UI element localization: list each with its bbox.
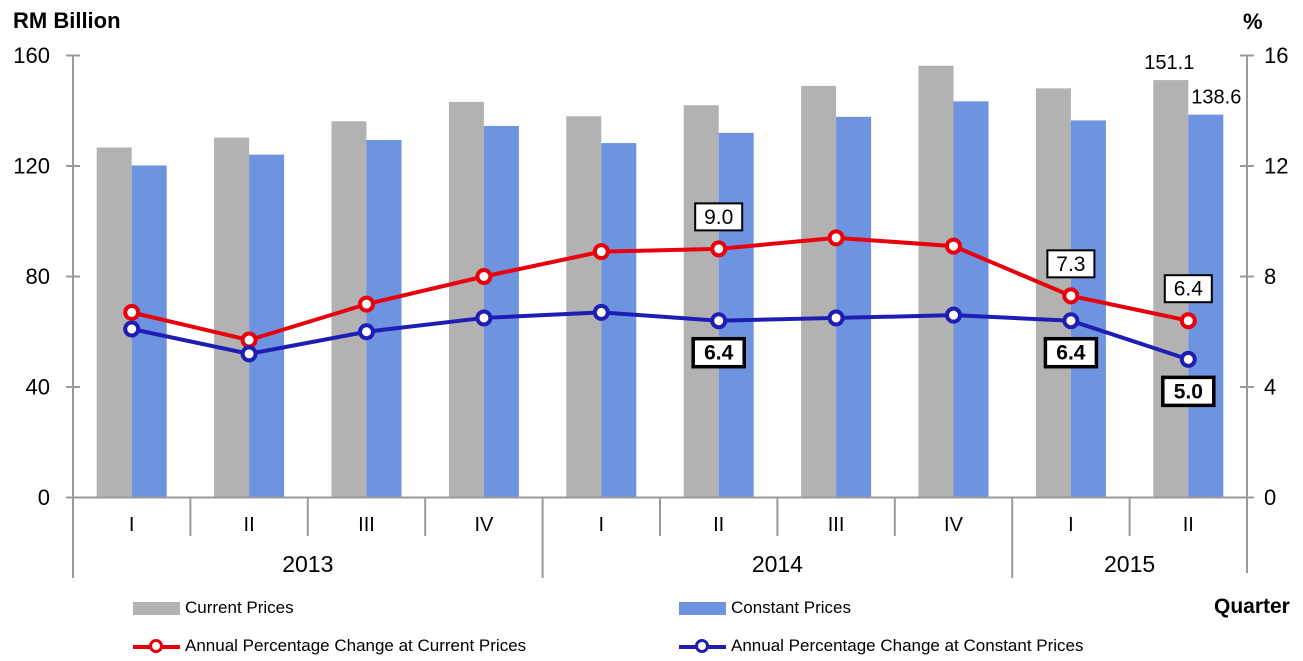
line-marker	[1179, 312, 1197, 330]
line-value-label: 7.3	[1056, 253, 1085, 276]
constant-prices-swatch	[679, 601, 726, 615]
legend-label: Current Prices	[185, 598, 294, 617]
line-marker	[1062, 287, 1080, 305]
line-marker	[710, 312, 728, 330]
line-current-prices	[123, 229, 1197, 349]
line-marker	[945, 306, 962, 324]
line-marker	[358, 323, 375, 341]
line-marker	[123, 303, 141, 321]
line-marker	[475, 309, 493, 327]
line-value-callout: 6.4	[1163, 274, 1213, 304]
left-axis-tick-label: 0	[38, 485, 50, 510]
legend-item-current-prices: Current Prices	[133, 598, 294, 618]
quarter-label: IV	[944, 514, 964, 536]
line-marker	[592, 303, 610, 321]
line-constant-prices	[123, 303, 1197, 368]
bar	[836, 116, 872, 498]
bar	[918, 65, 954, 498]
line-value-callout: 5.0	[1161, 375, 1216, 408]
line-value-label: 6.4	[1174, 278, 1204, 301]
year-label: 2013	[282, 551, 333, 577]
bar	[483, 125, 519, 498]
legend-label: Constant Prices	[731, 598, 851, 617]
right-axis-tick-label: 4	[1264, 375, 1276, 400]
line-value-callout: 6.4	[1043, 336, 1099, 369]
bar	[249, 154, 285, 498]
bar	[683, 105, 719, 498]
line-value-label: 6.4	[704, 342, 734, 365]
line-value-label: 5.0	[1174, 380, 1203, 403]
left-axis-title: RM Billion	[13, 8, 121, 33]
quarter-label: III	[358, 514, 375, 536]
quarter-label: IV	[474, 514, 494, 536]
right-axis-tick-label: 16	[1264, 43, 1288, 68]
line-marker	[945, 237, 962, 255]
legend-item-pct-current-prices: Annual Percentage Change at Current Pric…	[133, 636, 526, 656]
bar-value-label: 138.6	[1191, 87, 1241, 109]
quarter-label: II	[713, 514, 724, 536]
right-axis-tick-label: 0	[1264, 485, 1276, 510]
bar	[214, 137, 250, 498]
line-marker	[1179, 350, 1197, 368]
line-marker	[358, 295, 375, 313]
right-axis-title: %	[1243, 9, 1263, 34]
quarter-label: I	[129, 514, 135, 536]
bar	[601, 143, 637, 498]
line-marker	[592, 243, 610, 261]
left-axis-tick-label: 120	[13, 154, 50, 179]
right-axis-tick-label: 12	[1264, 154, 1288, 179]
line-value-callout: 6.4	[691, 336, 746, 369]
current-prices-swatch	[133, 601, 180, 615]
quarter-label: I	[1068, 514, 1074, 536]
axes	[66, 54, 1254, 578]
bar	[953, 101, 989, 498]
quarter-label: II	[1183, 514, 1194, 536]
bar	[1070, 120, 1106, 498]
right-axis-tick-label: 8	[1264, 264, 1276, 289]
bar-value-label: 151.1	[1144, 52, 1194, 74]
line-marker	[240, 331, 258, 349]
line-value-callout: 9.0	[694, 202, 744, 232]
legend-item-pct-constant-prices: Annual Percentage Change at Constant Pri…	[679, 636, 1084, 656]
quarter-label: II	[244, 514, 255, 536]
line-value-label: 9.0	[704, 206, 733, 229]
line-marker	[710, 240, 728, 258]
line-marker	[240, 345, 258, 363]
pct-constant-line-swatch	[679, 638, 726, 654]
legend-label: Annual Percentage Change at Constant Pri…	[731, 636, 1084, 655]
left-axis-tick-label: 160	[13, 43, 50, 68]
bar	[96, 147, 132, 498]
legend-item-constant-prices: Constant Prices	[679, 598, 851, 618]
bar	[448, 101, 484, 498]
bar	[801, 85, 837, 498]
line-value-label: 6.4	[1056, 342, 1086, 365]
line-marker	[1062, 312, 1080, 330]
pct-current-line-swatch	[133, 638, 180, 654]
line-marker	[827, 309, 845, 327]
x-axis-title: Quarter	[1214, 595, 1290, 618]
bar	[366, 140, 402, 498]
line-value-callout: 7.3	[1046, 249, 1096, 279]
quarter-label: III	[828, 514, 845, 536]
bar	[1188, 114, 1224, 498]
left-axis-tick-label: 40	[26, 375, 50, 400]
line-marker	[827, 229, 845, 247]
quarter-label: I	[599, 514, 605, 536]
line-marker	[123, 320, 141, 338]
line-marker	[475, 268, 493, 285]
legend-label: Annual Percentage Change at Current Pric…	[185, 636, 527, 655]
year-label: 2015	[1104, 551, 1155, 577]
left-axis-tick-label: 80	[26, 264, 50, 289]
year-label: 2014	[752, 551, 803, 577]
bars-current-prices	[96, 65, 1189, 498]
